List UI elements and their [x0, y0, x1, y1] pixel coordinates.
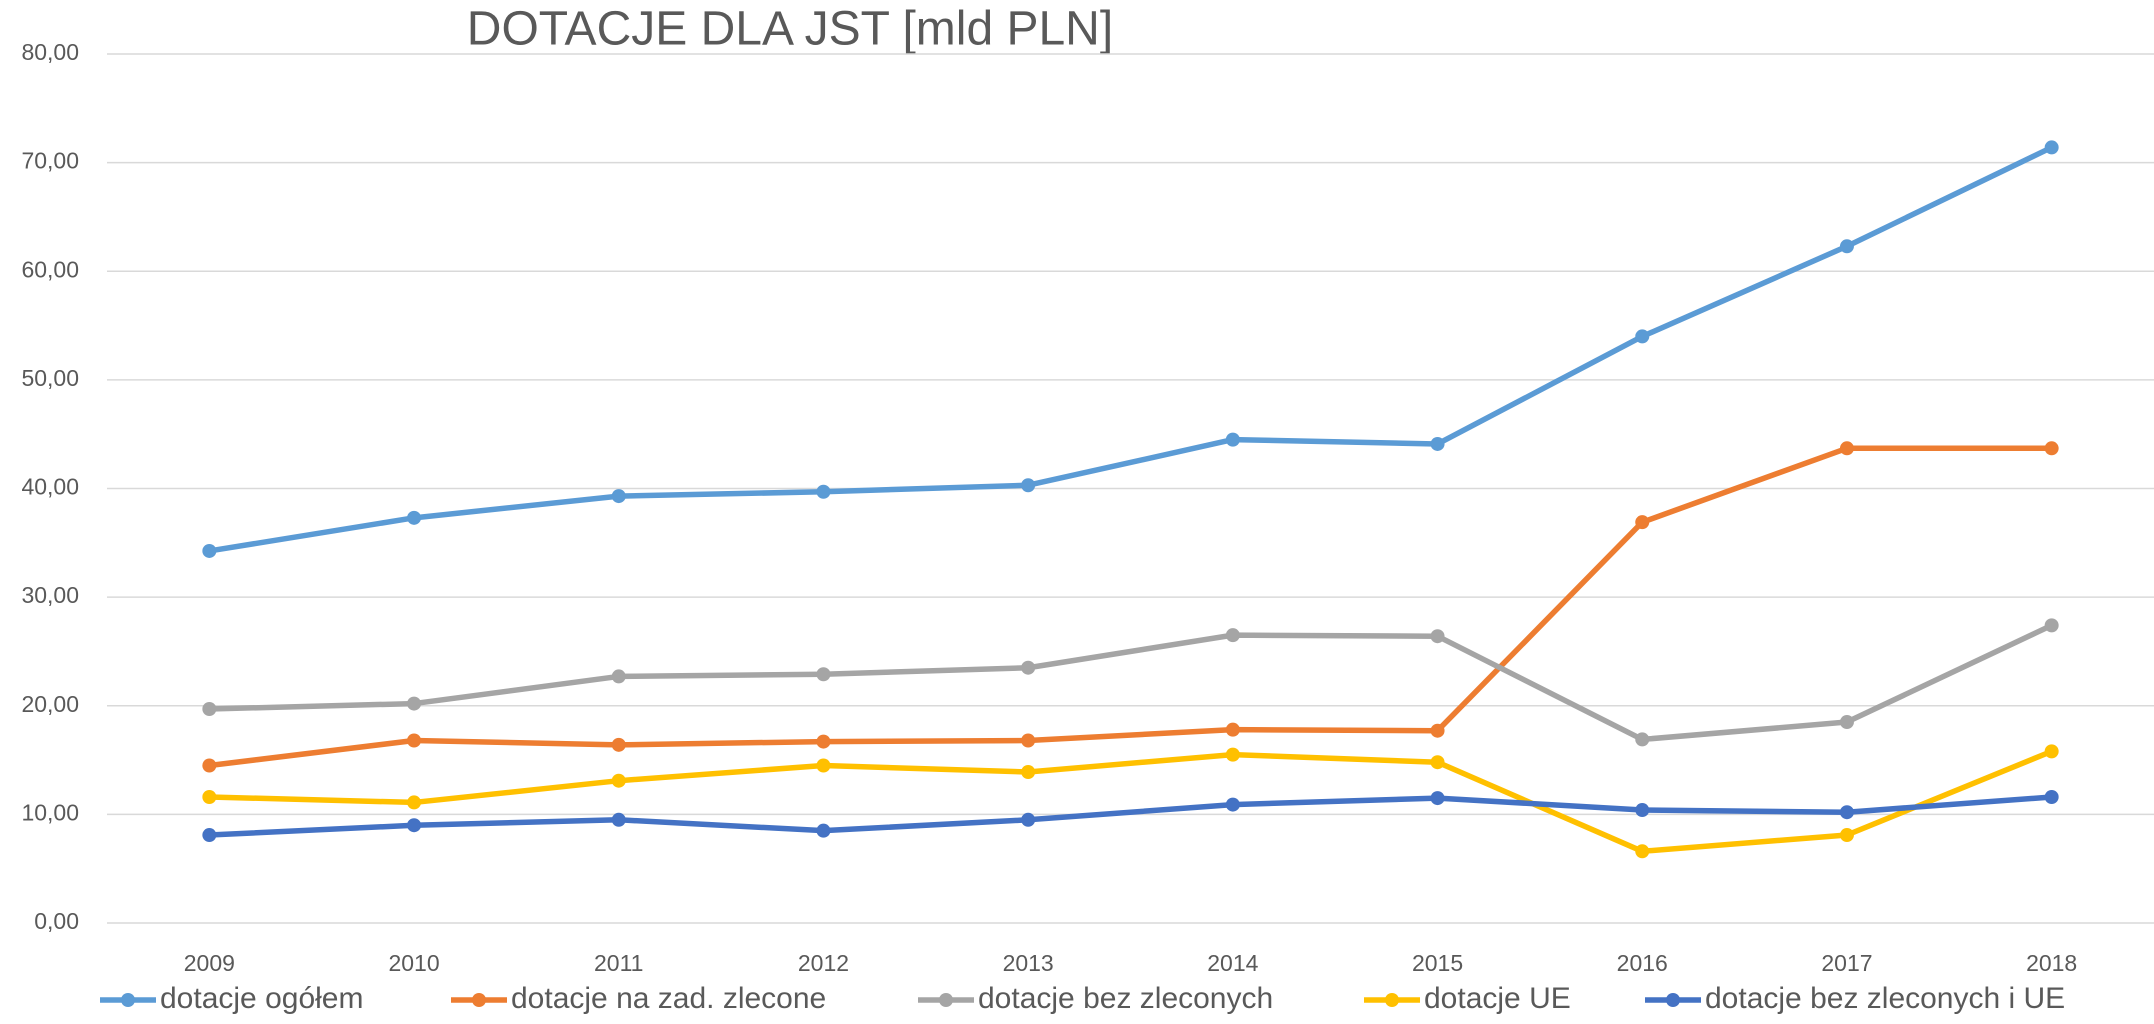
y-tick-label: 50,00: [21, 365, 79, 391]
data-point: [1635, 803, 1650, 818]
data-point: [816, 823, 831, 838]
x-tick-label: 2016: [1617, 950, 1668, 976]
x-tick-label: 2010: [388, 950, 439, 976]
data-point: [816, 667, 831, 682]
data-point: [1021, 660, 1036, 675]
data-point: [202, 828, 217, 843]
legend-label: dotacje bez zleconych: [978, 982, 1273, 1015]
legend-label: dotacje na zad. zlecone: [511, 982, 826, 1015]
data-point: [816, 734, 831, 749]
data-point: [2044, 140, 2059, 155]
data-point: [611, 812, 626, 827]
legend-label: dotacje UE: [1424, 982, 1571, 1015]
data-point: [1839, 441, 1854, 456]
series-line: [209, 748, 2053, 855]
data-point: [1021, 478, 1036, 493]
data-point: [1839, 239, 1854, 254]
data-point: [202, 543, 217, 558]
series-line: [209, 794, 2052, 838]
x-tick-label: 2014: [1207, 950, 1258, 976]
x-tick-label: 2011: [594, 950, 643, 976]
series-line: [209, 445, 2052, 769]
legend-marker: [939, 993, 953, 1007]
data-point: [407, 818, 422, 833]
x-tick-label: 2018: [2026, 950, 2077, 976]
data-point: [816, 758, 831, 773]
data-point: [2044, 618, 2059, 633]
data-point: [1430, 436, 1445, 451]
data-point: [1021, 812, 1036, 827]
data-point: [1430, 723, 1445, 738]
x-tick-label: 2017: [1821, 950, 1872, 976]
data-point: [1635, 732, 1650, 747]
data-point: [1839, 805, 1854, 820]
y-tick-label: 70,00: [21, 148, 79, 174]
series-line: [209, 622, 2053, 743]
data-point: [407, 510, 422, 525]
y-tick-label: 30,00: [21, 582, 79, 608]
legend-marker: [121, 993, 135, 1007]
legend-label: dotacje bez zleconych i UE: [1705, 982, 2065, 1015]
chart-title: DOTACJE DLA JST [mld PLN]: [467, 3, 1113, 56]
data-point: [611, 669, 626, 684]
x-tick-label: 2009: [184, 950, 235, 976]
x-tick-label: 2015: [1412, 950, 1463, 976]
data-point: [2044, 441, 2059, 456]
data-point: [1225, 797, 1240, 812]
data-point: [611, 489, 626, 504]
data-point: [1430, 755, 1445, 770]
y-tick-label: 40,00: [21, 474, 79, 500]
data-point: [407, 795, 422, 810]
legend-label: dotacje ogółem: [160, 982, 363, 1015]
data-point: [2044, 744, 2059, 759]
y-tick-label: 0,00: [34, 908, 79, 934]
legend-marker: [1385, 993, 1399, 1007]
data-point: [1430, 791, 1445, 806]
data-point: [407, 733, 422, 748]
data-point: [1430, 629, 1445, 644]
data-point: [202, 702, 217, 717]
x-tick-label: 2012: [798, 950, 849, 976]
series-line: [208, 144, 2053, 554]
data-point: [1021, 733, 1036, 748]
data-point: [202, 758, 217, 773]
legend-marker: [472, 993, 486, 1007]
data-point: [816, 484, 831, 499]
data-point: [611, 773, 626, 788]
data-point: [1021, 765, 1036, 780]
data-point: [1635, 844, 1650, 859]
data-point: [1225, 747, 1240, 762]
data-point: [202, 789, 217, 804]
data-point: [1225, 628, 1240, 643]
y-tick-label: 20,00: [21, 691, 79, 717]
x-tick-label: 2013: [1003, 950, 1054, 976]
y-tick-label: 60,00: [21, 256, 79, 282]
data-point: [407, 696, 422, 711]
data-point: [1839, 828, 1854, 843]
y-tick-label: 80,00: [21, 39, 79, 65]
y-tick-label: 10,00: [21, 799, 79, 825]
data-point: [1225, 432, 1240, 447]
data-point: [2044, 789, 2059, 804]
legend-marker: [1666, 993, 1680, 1007]
data-point: [1635, 329, 1650, 344]
data-point: [1225, 722, 1240, 737]
data-point: [611, 737, 626, 752]
data-point: [1839, 715, 1854, 730]
data-point: [1635, 515, 1650, 530]
